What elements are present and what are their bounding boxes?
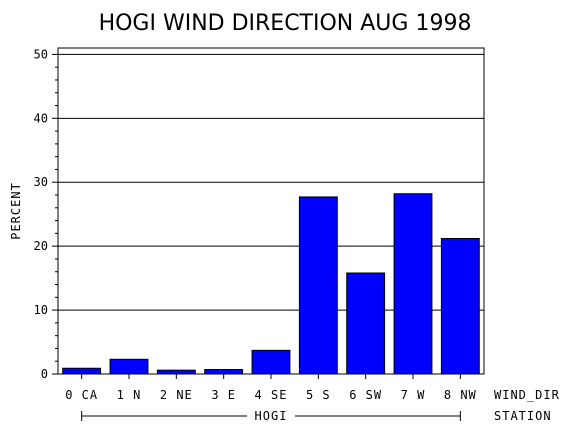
chart-title: HOGI WIND DIRECTION AUG 1998 bbox=[99, 11, 472, 36]
group-label: HOGI bbox=[255, 409, 288, 423]
bar bbox=[346, 272, 386, 375]
bar bbox=[109, 358, 149, 375]
y-tick-label: 0 bbox=[41, 367, 48, 381]
x-tick-label: 4 SE bbox=[255, 388, 288, 402]
x-tick-label: 7 W bbox=[401, 388, 426, 402]
y-axis: 0 10 20 30 40 50 bbox=[34, 47, 58, 381]
group-label-background bbox=[247, 408, 295, 424]
bar bbox=[393, 193, 433, 375]
x-tick-label: 0 CA bbox=[65, 388, 98, 402]
x-axis-label: WIND_DIR bbox=[494, 388, 560, 402]
y-tick-label: 40 bbox=[34, 111, 48, 125]
group-axis-label: STATION bbox=[494, 409, 552, 423]
bar bbox=[251, 349, 291, 375]
x-axis: 0 CA 1 N 2 NE 3 E 4 SE 5 S 6 SW 7 W 8 NW bbox=[65, 374, 477, 402]
bar bbox=[156, 369, 196, 375]
x-tick-label: 5 S bbox=[306, 388, 331, 402]
x-tick-label: 3 E bbox=[211, 388, 236, 402]
bar bbox=[62, 367, 102, 375]
bars bbox=[62, 193, 480, 375]
station-group: HOGI bbox=[81, 408, 461, 424]
x-tick-label: 1 N bbox=[117, 388, 142, 402]
bar bbox=[440, 237, 480, 375]
y-tick-label: 30 bbox=[34, 175, 48, 189]
y-axis-label: PERCENT bbox=[9, 182, 23, 240]
bar bbox=[298, 196, 338, 375]
bar bbox=[204, 369, 244, 375]
x-tick-label: 2 NE bbox=[160, 388, 193, 402]
y-tick-label: 50 bbox=[34, 47, 48, 61]
y-tick-label: 20 bbox=[34, 239, 48, 253]
y-tick-label: 10 bbox=[34, 303, 48, 317]
x-tick-label: 8 NW bbox=[444, 388, 477, 402]
x-tick-label: 6 SW bbox=[349, 388, 382, 402]
